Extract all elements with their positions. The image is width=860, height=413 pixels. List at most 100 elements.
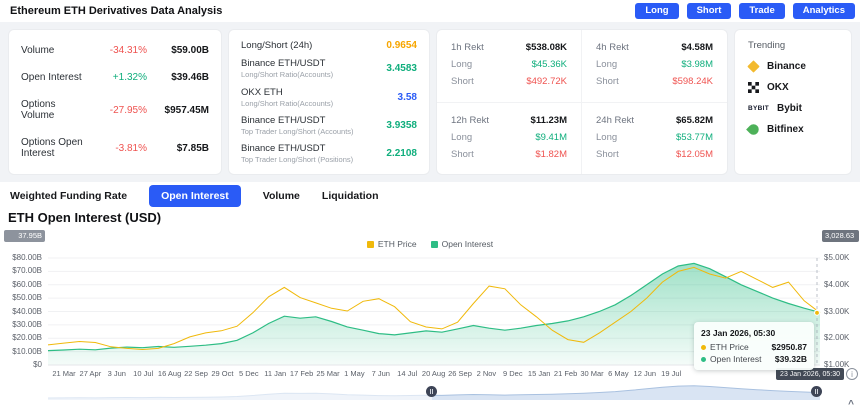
rekt-short-row: Short $1.82M [451, 149, 567, 160]
ratio-row[interactable]: Long/Short (24h) 0.9654 [241, 40, 417, 51]
stat-value: $957.45M [164, 104, 209, 116]
navigator-left-handle[interactable] [426, 386, 437, 397]
stat-value: $7.85B [176, 142, 209, 154]
ratio-row[interactable]: Binance ETH/USDT Long/Short Ratio(Accoun… [241, 58, 417, 79]
rekt-short-value: $598.24K [672, 76, 713, 87]
x-axis-label: 3 Jun [107, 369, 126, 378]
ratio-left: OKX ETH Long/Short Ratio(Accounts) [241, 87, 333, 108]
rekt-short-label: Short [451, 76, 474, 87]
right-axis-value-badge: 3,028.63 [822, 230, 859, 242]
rekt-grid: 1h Rekt $538.08K Long $45.36K Short $492… [437, 30, 727, 174]
tab-volume[interactable]: Volume [262, 190, 300, 202]
rekt-long-row: Long $3.98M [596, 59, 713, 70]
tooltip-value: $2950.87 [771, 342, 807, 352]
ratio-left: Binance ETH/USDT Long/Short Ratio(Accoun… [241, 58, 333, 79]
y-axis-right: $5.00K $4.00K $3.00K $2.00K $1.00K [822, 230, 860, 413]
y-axis-left-label: $10.00B [12, 346, 42, 356]
stat-row-open-interest[interactable]: Open Interest +1.32% $39.46B [21, 72, 209, 83]
rekt-long-value: $45.36K [531, 59, 567, 70]
x-axis-label: 20 Aug [421, 369, 446, 378]
eth-price-line [47, 266, 821, 351]
trending-item-binance[interactable]: Binance [747, 60, 838, 73]
y-axis-left-label: $80.00B [12, 253, 42, 262]
legend-item-eth-price[interactable]: ETH Price [366, 239, 417, 249]
long-button[interactable]: Long [635, 2, 679, 20]
y-axis-left-label: $70.00B [12, 266, 42, 276]
analytics-button[interactable]: Analytics [792, 2, 855, 20]
y-axis-right-label: $5.00K [824, 253, 850, 262]
legend-label: Open Interest [441, 239, 494, 249]
rekt-title: 4h Rekt [596, 42, 629, 53]
info-icon[interactable]: i [846, 368, 858, 380]
navigator-right-handle[interactable] [811, 386, 822, 397]
eth-price-dot-icon [701, 344, 706, 350]
ratio-row[interactable]: Binance ETH/USDT Top Trader Long/Short (… [241, 143, 417, 164]
ratio-value: 3.4583 [386, 63, 417, 75]
stat-change: -3.81% [115, 142, 147, 154]
rekt-short-label: Short [451, 148, 474, 160]
ratio-row[interactable]: Binance ETH/USDT Top Trader Long/Short (… [241, 115, 417, 136]
short-button[interactable]: Short [686, 2, 732, 20]
rekt-header-row: 12h Rekt $11.23M [451, 115, 567, 126]
stat-row-options-volume[interactable]: Options Volume -27.95% $957.45M [21, 99, 209, 121]
legend-label: ETH Price [377, 239, 417, 249]
open-interest-chart[interactable]: ETH Price Open Interest $80.00B $70.00B $6… [0, 230, 860, 413]
ratio-label: Long/Short (24h) [241, 40, 313, 51]
rekt-short-row: Short $492.72K [451, 76, 567, 87]
ratio-sublabel: Long/Short Ratio(Accounts) [241, 70, 334, 80]
x-axis-label: 7 Jun [371, 369, 390, 378]
chart-tabs: Weighted Funding Rate Open Interest Volu… [10, 185, 378, 207]
legend-item-open-interest[interactable]: Open Interest [430, 239, 494, 249]
rekt-long-value: $3.98M [681, 59, 713, 70]
long-short-ratios-card: Long/Short (24h) 0.9654 Binance ETH/USDT… [228, 29, 430, 175]
header-buttons: Long Short Trade Analytics [635, 2, 855, 20]
tab-liquidation[interactable]: Liquidation [321, 190, 379, 202]
rekt-short-value: $1.82M [535, 148, 567, 160]
bybit-logo-icon: BYBIT [748, 105, 769, 112]
tab-weighted-funding-rate[interactable]: Weighted Funding Rate [10, 190, 128, 202]
trending-item-label: Bitfinex [767, 124, 804, 135]
y-axis-right-label: $4.00K [824, 279, 850, 289]
rekt-header-row: 4h Rekt $4.58M [596, 42, 713, 53]
ratio-sublabel: Top Trader Long/Short (Positions) [241, 155, 354, 164]
trending-item-label: Binance [767, 61, 806, 72]
tooltip-value: $39.32B [774, 354, 807, 364]
tooltip-label: Open Interest [710, 354, 762, 364]
trending-title: Trending [748, 40, 786, 51]
chart-legend: ETH Price Open Interest [0, 239, 860, 249]
tab-open-interest[interactable]: Open Interest [149, 185, 241, 207]
chart-tooltip: 23 Jan 2026, 05:30 ETH Price $2950.87 Op… [694, 322, 814, 370]
collapse-chart-icon[interactable]: ^ [848, 399, 854, 410]
trending-item-label: Bybit [777, 103, 802, 114]
y-axis-left-label: $0 [33, 360, 42, 369]
ratio-row[interactable]: OKX ETH Long/Short Ratio(Accounts) 3.58 [241, 87, 417, 108]
rekt-total: $65.82M [676, 114, 713, 126]
ratio-value: 0.9654 [386, 40, 417, 51]
y-axis-right-label: $2.00K [824, 333, 850, 343]
trade-button[interactable]: Trade [739, 2, 785, 20]
rekt-block-24h: 24h Rekt $65.82M Long $53.77M Short $12.… [582, 103, 727, 175]
trending-item-bitfinex[interactable]: Bitfinex [746, 122, 838, 137]
tooltip-row: Open Interest $39.32B [701, 354, 807, 364]
stat-label: Open Interest [21, 72, 82, 83]
open-interest-line [47, 262, 821, 352]
rekt-title: 12h Rekt [451, 114, 490, 126]
stat-label: Options Open Interest [21, 137, 83, 159]
left-axis-value-badge: 37.95B [4, 230, 45, 242]
open-interest-swatch-icon [430, 240, 438, 248]
rekt-short-value: $12.05M [676, 148, 713, 160]
rekt-long-value: $9.41M [535, 131, 567, 143]
trending-item-okx[interactable]: OKX [748, 82, 838, 93]
x-axis-label: 16 Aug [157, 369, 182, 378]
stat-row-volume[interactable]: Volume -34.31% $59.00B [21, 45, 209, 56]
crosshair-date-badge: 23 Jan 2026, 05:30 [776, 368, 844, 380]
y-axis-left-label: $30.00B [12, 319, 42, 329]
stat-row-options-open-interest[interactable]: Options Open Interest -3.81% $7.85B [21, 137, 209, 159]
chart-series [47, 258, 821, 366]
x-axis-label: 30 Mar [580, 369, 604, 378]
y-axis-left-label: $50.00B [12, 293, 42, 303]
trending-item-bybit[interactable]: BYBIT Bybit [748, 103, 838, 114]
ratio-value: 2.2108 [386, 148, 417, 159]
rekt-long-label: Long [451, 59, 473, 70]
x-axis-label: 6 May [608, 369, 629, 378]
